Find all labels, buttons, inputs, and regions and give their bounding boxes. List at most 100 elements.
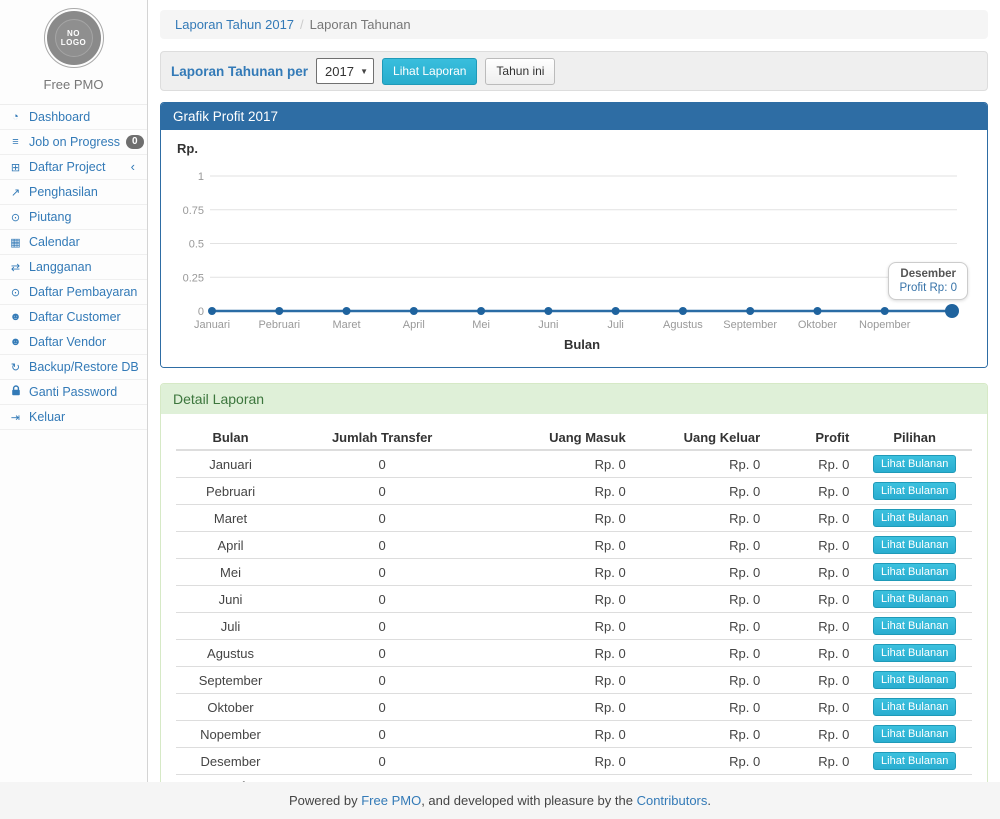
table-row-juni: Juni0Rp. 0Rp. 0Rp. 0Lihat Bulanan — [176, 586, 972, 613]
table-cell: Rp. 0 — [634, 640, 769, 667]
sidebar-item-calendar[interactable]: ▦ Calendar — [0, 230, 147, 255]
sidebar-item-penghasilan[interactable]: ↗Penghasilan — [0, 180, 147, 205]
sidebar-item-label: Dashboard — [29, 110, 90, 124]
action-cell: Lihat Bulanan — [857, 586, 972, 613]
table-cell: Rp. 0 — [768, 450, 857, 478]
table-cell: Rp. 0 — [768, 478, 857, 505]
sidebar-item-label: Piutang — [29, 210, 71, 224]
sidebar-item-backup-restore-db[interactable]: ↻Backup/Restore DB — [0, 355, 147, 380]
view-monthly-button-desember[interactable]: Lihat Bulanan — [873, 752, 956, 770]
footer-brand-link[interactable]: Free PMO — [361, 793, 421, 808]
svg-text:0.5: 0.5 — [189, 239, 204, 251]
sidebar-item-ganti-password[interactable]: Ganti Password — [0, 380, 147, 405]
table-cell: Rp. 0 — [768, 721, 857, 748]
view-monthly-button-oktober[interactable]: Lihat Bulanan — [873, 698, 956, 716]
column-header-uang-masuk: Uang Masuk — [479, 426, 633, 450]
sidebar-item-label: Calendar — [29, 235, 80, 249]
sidebar-item-label: Keluar — [29, 410, 65, 424]
detail-panel-body: BulanJumlah TransferUang MasukUang Kelua… — [161, 414, 987, 819]
table-cell: Rp. 0 — [634, 505, 769, 532]
view-monthly-button-september[interactable]: Lihat Bulanan — [873, 671, 956, 689]
table-cell: Rp. 0 — [479, 640, 633, 667]
table-cell: 0 — [285, 667, 479, 694]
view-monthly-button-nopember[interactable]: Lihat Bulanan — [873, 725, 956, 743]
view-monthly-button-april[interactable]: Lihat Bulanan — [873, 536, 956, 554]
table-cell: Juli — [176, 613, 285, 640]
sidebar-item-daftar-pembayaran[interactable]: ⊙Daftar Pembayaran — [0, 280, 147, 305]
svg-text:September: September — [723, 319, 777, 331]
table-row-maret: Maret0Rp. 0Rp. 0Rp. 0Lihat Bulanan — [176, 505, 972, 532]
view-report-button[interactable]: Lihat Laporan — [382, 58, 477, 85]
footer-suffix: . — [707, 793, 711, 808]
table-cell: 0 — [285, 532, 479, 559]
table-cell: Rp. 0 — [479, 478, 633, 505]
this-year-button[interactable]: Tahun ini — [485, 58, 555, 85]
profit-chart-panel: Grafik Profit 2017 Rp.00.250.50.751Janua… — [160, 102, 988, 368]
table-cell: Januari — [176, 450, 285, 478]
logo-ring: NO LOGO — [44, 8, 104, 68]
action-cell: Lihat Bulanan — [857, 450, 972, 478]
sidebar-item-daftar-project[interactable]: ⊞Daftar Project‹ — [0, 155, 147, 180]
view-monthly-button-juli[interactable]: Lihat Bulanan — [873, 617, 956, 635]
table-row-nopember: Nopember0Rp. 0Rp. 0Rp. 0Lihat Bulanan — [176, 721, 972, 748]
column-header-jumlah-transfer: Jumlah Transfer — [285, 426, 479, 450]
users-icon: ☻ — [8, 336, 23, 348]
detail-panel-title: Detail Laporan — [161, 384, 987, 414]
view-monthly-button-pebruari[interactable]: Lihat Bulanan — [873, 482, 956, 500]
svg-text:0.75: 0.75 — [183, 205, 204, 217]
sidebar-item-keluar[interactable]: ⇥Keluar — [0, 405, 147, 430]
sidebar-item-daftar-customer[interactable]: ☻Daftar Customer — [0, 305, 147, 330]
sidebar-item-daftar-vendor[interactable]: ☻Daftar Vendor — [0, 330, 147, 355]
table-cell: Rp. 0 — [479, 450, 633, 478]
chart-panel-title: Grafik Profit 2017 — [161, 103, 987, 130]
calendar-icon: ▦ — [8, 236, 23, 249]
svg-text:0: 0 — [198, 306, 204, 318]
logo-gear-badge: NO LOGO — [47, 11, 101, 65]
table-cell: Rp. 0 — [479, 694, 633, 721]
column-header-profit: Profit — [768, 426, 857, 450]
breadcrumb-link-year[interactable]: Laporan Tahun 2017 — [175, 17, 294, 32]
dashboard-icon: ◔ — [8, 111, 23, 123]
year-select-value: 2017 — [325, 64, 354, 79]
table-cell: Rp. 0 — [634, 586, 769, 613]
view-monthly-button-januari[interactable]: Lihat Bulanan — [873, 455, 956, 473]
action-cell: Lihat Bulanan — [857, 694, 972, 721]
sidebar-item-dashboard[interactable]: ◔ Dashboard — [0, 105, 147, 130]
view-monthly-button-juni[interactable]: Lihat Bulanan — [873, 590, 956, 608]
table-cell: Rp. 0 — [768, 694, 857, 721]
action-cell: Lihat Bulanan — [857, 505, 972, 532]
table-cell: 0 — [285, 721, 479, 748]
app-logo[interactable]: NO LOGO Free PMO — [0, 0, 147, 104]
view-monthly-button-agustus[interactable]: Lihat Bulanan — [873, 644, 956, 662]
action-cell: Lihat Bulanan — [857, 748, 972, 775]
table-cell: Agustus — [176, 640, 285, 667]
table-cell: Rp. 0 — [768, 586, 857, 613]
select-caret-icon: ▼ — [360, 67, 368, 76]
view-monthly-button-mei[interactable]: Lihat Bulanan — [873, 563, 956, 581]
table-cell: Juni — [176, 586, 285, 613]
logo-line1: NO — [67, 29, 80, 38]
table-cell: Rp. 0 — [634, 694, 769, 721]
logo-line2: LOGO — [61, 38, 87, 47]
money-icon: ⊙ — [8, 286, 23, 299]
tooltip-value: Profit Rp: 0 — [899, 282, 957, 294]
line-chart-icon: ↗ — [8, 186, 23, 199]
sidebar-item-langganan[interactable]: ⇄Langganan — [0, 255, 147, 280]
sidebar-item-job-on-progress[interactable]: ≡Job on Progress0 — [0, 130, 147, 155]
page: NO LOGO Free PMO ◔ Dashboard ≡Job on Progr… — [0, 0, 1000, 819]
report-table-header-row: BulanJumlah TransferUang MasukUang Kelua… — [176, 426, 972, 450]
year-select[interactable]: 2017 ▼ — [316, 58, 374, 84]
sidebar-item-piutang[interactable]: ⊙Piutang — [0, 205, 147, 230]
table-cell: Mei — [176, 559, 285, 586]
sidebar-item-label: Backup/Restore DB — [29, 360, 139, 374]
table-row-agustus: Agustus0Rp. 0Rp. 0Rp. 0Lihat Bulanan — [176, 640, 972, 667]
brand-name: Free PMO — [44, 77, 104, 92]
footer-contributors-link[interactable]: Contributors — [637, 793, 708, 808]
sidebar-item-label: Job on Progress — [29, 135, 120, 149]
table-cell: Rp. 0 — [768, 640, 857, 667]
svg-text:Mei: Mei — [472, 319, 490, 331]
table-cell: Rp. 0 — [768, 667, 857, 694]
table-cell: 0 — [285, 640, 479, 667]
svg-text:Oktober: Oktober — [798, 319, 837, 331]
view-monthly-button-maret[interactable]: Lihat Bulanan — [873, 509, 956, 527]
